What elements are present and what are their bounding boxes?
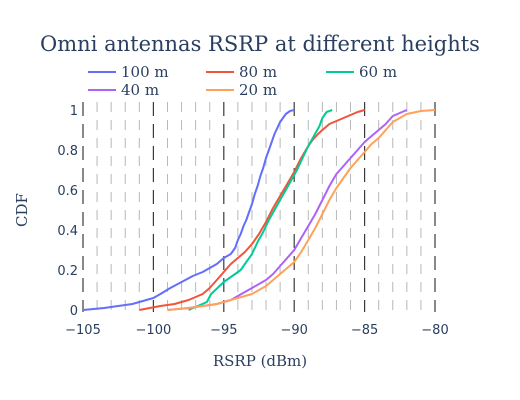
legend-label: 40 m (121, 81, 159, 99)
legend-item[interactable]: 60 m (326, 63, 397, 81)
chart-title: Omni antennas RSRP at different heights (40, 32, 480, 56)
legend-label: 20 m (239, 81, 277, 99)
series-line-80m (139, 109, 365, 311)
legend-label: 60 m (359, 63, 397, 81)
legend[interactable]: 100 m 80 m 60 m 40 m 20 m (88, 63, 397, 99)
grid-lines (82, 102, 436, 312)
y-tick-label: 0.4 (57, 224, 78, 239)
x-tick-label: −90 (280, 323, 307, 338)
x-tick-label: −80 (421, 323, 448, 338)
legend-label: 80 m (239, 63, 277, 81)
x-tick-label: −105 (65, 323, 101, 338)
legend-item[interactable]: 100 m (88, 63, 169, 81)
y-tick-label: 0.8 (57, 144, 78, 159)
series-line-20m (167, 109, 436, 311)
legend-item[interactable]: 40 m (88, 81, 159, 99)
x-tick-label: −100 (136, 323, 172, 338)
x-axis-title: RSRP (dBm) (213, 352, 307, 370)
y-axis-tick-labels: 0 0.2 0.4 0.6 0.8 1 (57, 104, 78, 319)
y-tick-label: 0.6 (57, 184, 78, 199)
y-tick-label: 0 (70, 304, 78, 319)
x-axis-tick-labels: −105 −100 −95 −90 −85 −80 (65, 323, 449, 338)
y-axis-title: CDF (13, 193, 31, 227)
legend-item[interactable]: 20 m (206, 81, 277, 99)
y-tick-label: 0.2 (57, 264, 78, 279)
x-tick-label: −85 (351, 323, 378, 338)
series-lines (82, 109, 436, 311)
legend-item[interactable]: 80 m (206, 63, 277, 81)
x-tick-label: −95 (210, 323, 237, 338)
y-tick-label: 1 (70, 104, 78, 119)
legend-label: 100 m (121, 63, 169, 81)
series-line-60m (188, 109, 333, 311)
series-line-100m (82, 109, 295, 311)
